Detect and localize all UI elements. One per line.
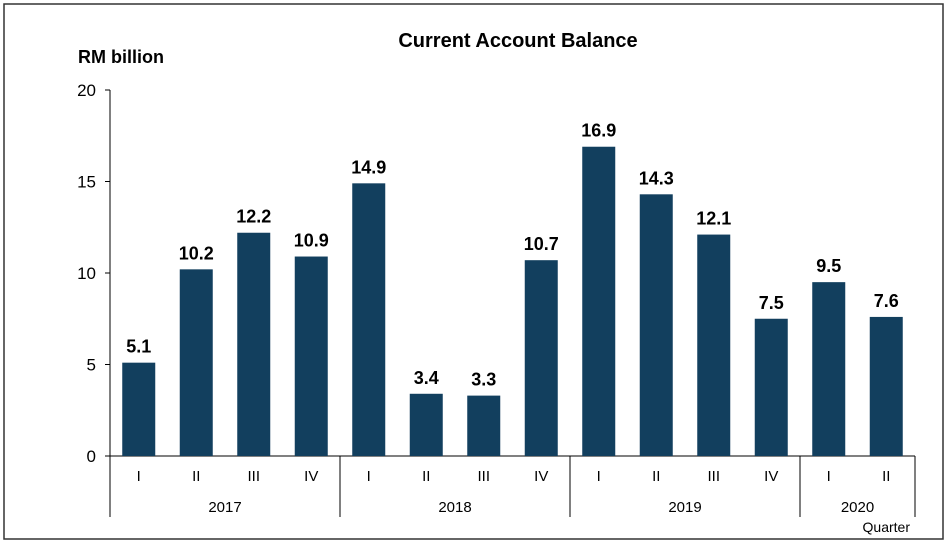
- data-label: 10.7: [524, 234, 559, 254]
- data-label: 3.3: [471, 370, 496, 390]
- data-label: 14.9: [351, 157, 386, 177]
- data-label: 16.9: [581, 121, 616, 141]
- data-label: 10.9: [294, 231, 329, 251]
- x-tick-label: IV: [304, 468, 318, 485]
- y-tick-label: 15: [77, 173, 96, 192]
- x-tick-label: I: [597, 468, 601, 485]
- bar: [467, 395, 501, 456]
- data-label: 3.4: [414, 368, 439, 388]
- data-label: 9.5: [816, 256, 841, 276]
- chart-title: Current Account Balance: [398, 30, 637, 52]
- data-label: 5.1: [126, 337, 151, 357]
- bar: [122, 362, 156, 456]
- data-label: 7.5: [759, 293, 784, 313]
- bar: [582, 146, 616, 457]
- group-label: 2019: [668, 499, 701, 516]
- x-axis-label: Quarter: [863, 519, 911, 535]
- x-tick-label: II: [882, 468, 890, 485]
- x-tick-label: IV: [764, 468, 778, 485]
- x-tick-label: I: [367, 468, 371, 485]
- bar: [294, 256, 328, 456]
- bar: [754, 318, 788, 456]
- y-axis-unit-label: RM billion: [78, 47, 164, 67]
- data-label: 12.2: [236, 207, 271, 227]
- x-tick-label: II: [422, 468, 430, 485]
- y-tick-label: 0: [87, 447, 96, 466]
- group-label: 2020: [841, 499, 874, 516]
- x-tick-label: III: [247, 468, 260, 485]
- x-tick-label: III: [707, 468, 720, 485]
- y-tick-label: 5: [87, 356, 96, 375]
- y-tick-label: 10: [77, 264, 96, 283]
- bar: [639, 194, 673, 456]
- bar: [237, 232, 271, 456]
- bar: [812, 282, 846, 456]
- bar: [869, 316, 903, 456]
- group-label: 2017: [208, 499, 241, 516]
- data-label: 12.1: [696, 209, 731, 229]
- bar: [524, 260, 558, 456]
- x-tick-label: I: [137, 468, 141, 485]
- bar: [697, 234, 731, 456]
- data-label: 7.6: [874, 291, 899, 311]
- data-label: 14.3: [639, 168, 674, 188]
- group-label: 2018: [438, 499, 471, 516]
- bar: [179, 269, 213, 456]
- x-tick-label: IV: [534, 468, 548, 485]
- bar: [409, 393, 443, 456]
- x-tick-label: II: [192, 468, 200, 485]
- x-tick-label: II: [652, 468, 660, 485]
- y-tick-label: 20: [77, 81, 96, 100]
- bar: [352, 183, 386, 456]
- x-tick-label: I: [827, 468, 831, 485]
- data-label: 10.2: [179, 243, 214, 263]
- chart-frame: [3, 3, 944, 540]
- x-tick-label: III: [477, 468, 490, 485]
